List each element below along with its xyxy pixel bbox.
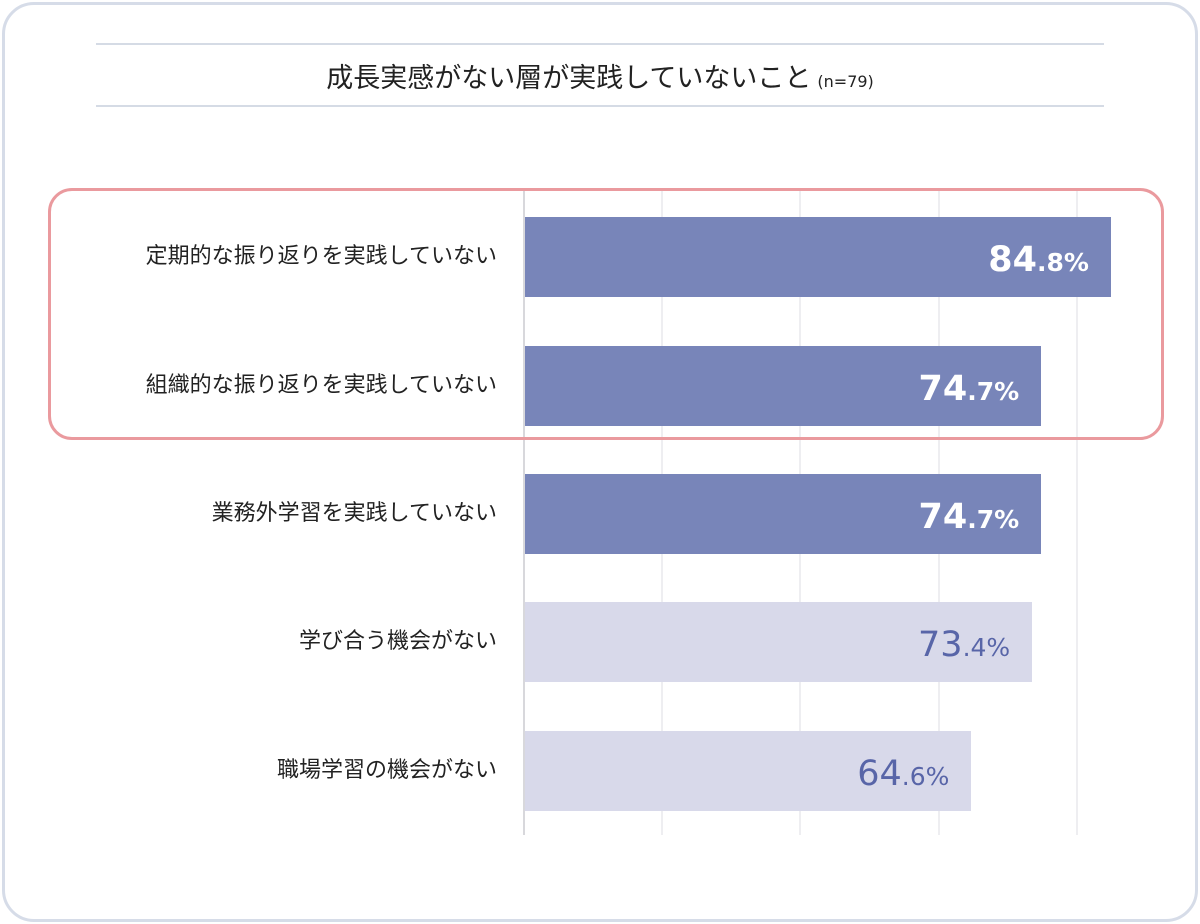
- value-label: 74.7%: [918, 369, 1020, 409]
- category-label: 定期的な振り返りを実践していない: [145, 244, 497, 269]
- bar: 64.6%: [525, 731, 972, 811]
- title-rule-bottom: [96, 105, 1104, 107]
- bar: 73.4%: [525, 602, 1033, 682]
- bar: 74.7%: [525, 346, 1042, 426]
- highlight-box: [48, 188, 1164, 440]
- category-label: 業務外学習を実践していない: [211, 501, 497, 526]
- value-label: 84.8%: [988, 240, 1089, 280]
- sample-size: (n=79): [817, 72, 874, 91]
- value-label: 64.6%: [857, 754, 950, 794]
- category-label: 組織的な振り返りを実践していない: [145, 373, 497, 398]
- category-label: 学び合う機会がない: [298, 629, 497, 654]
- value-label: 74.7%: [918, 497, 1020, 537]
- title-text: 成長実感がない層が実践していないこと: [326, 63, 812, 94]
- chart-title: 成長実感がない層が実践していないこと (n=79): [96, 56, 1104, 95]
- bar: 74.7%: [525, 474, 1042, 554]
- y-axis-line: [523, 190, 525, 835]
- title-rule-top: [96, 43, 1104, 45]
- bar: 84.8%: [525, 217, 1111, 297]
- value-label: 73.4%: [918, 625, 1011, 665]
- category-label: 職場学習の機会がない: [276, 758, 497, 783]
- gridline-80: [1075, 190, 1078, 835]
